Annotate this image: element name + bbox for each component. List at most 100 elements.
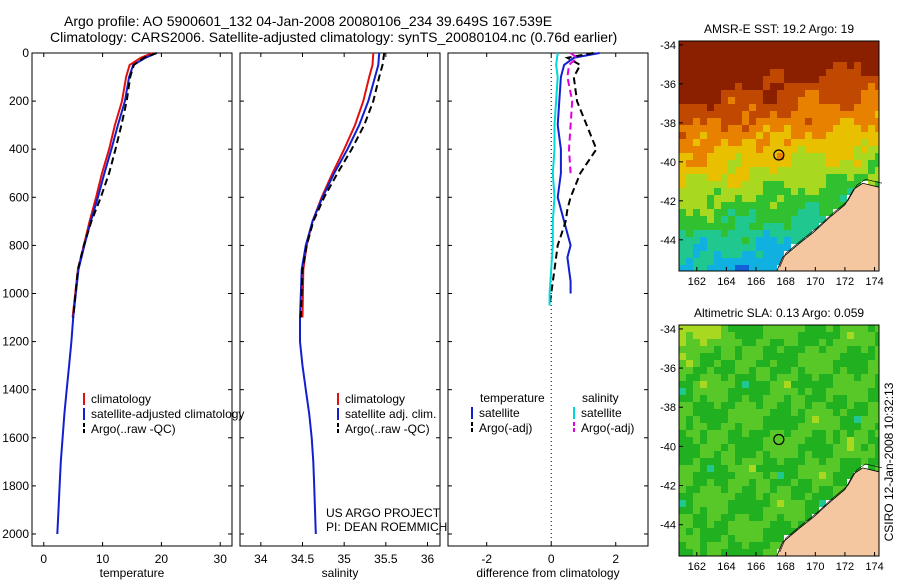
map-cell <box>833 402 840 409</box>
map-cell <box>714 209 721 216</box>
legend-entry: Argo(..raw -QC) <box>91 422 176 436</box>
map-cell <box>791 174 798 181</box>
map-cell <box>742 479 749 486</box>
map-cell <box>847 388 854 395</box>
map-cell <box>805 83 812 90</box>
map-cell <box>798 111 805 118</box>
map-cell <box>721 195 728 202</box>
map-cell <box>812 423 819 430</box>
map-cell <box>686 195 693 202</box>
map-cell <box>700 76 707 83</box>
map-cell <box>756 500 763 507</box>
map-cell <box>749 360 756 367</box>
map-cell <box>826 125 833 132</box>
map-cell <box>770 48 777 55</box>
map-cell <box>693 346 700 353</box>
map-cell <box>847 339 854 346</box>
map-cell <box>826 153 833 160</box>
map-cell <box>749 174 756 181</box>
map-cell <box>728 458 735 465</box>
map-cell <box>707 48 714 55</box>
map-cell <box>770 479 777 486</box>
map-cell <box>728 181 735 188</box>
map-cell <box>763 195 770 202</box>
map-cell <box>679 167 686 174</box>
map-cell <box>819 346 826 353</box>
x-axis-label: salinity <box>322 566 359 580</box>
map-cell <box>812 153 819 160</box>
map-cell <box>756 451 763 458</box>
map-cell <box>686 83 693 90</box>
map-cell <box>693 216 700 223</box>
map-cell <box>784 244 791 251</box>
map-cell <box>721 423 728 430</box>
map-cell <box>714 55 721 62</box>
map-cell <box>735 395 742 402</box>
map-x-tick-label: 164 <box>717 276 735 288</box>
credit-csiro: CSIRO 12-Jan-2008 10:32:13 <box>882 382 896 541</box>
map-cell <box>770 104 777 111</box>
map-cell <box>847 111 854 118</box>
map-cell <box>812 90 819 97</box>
map-cell <box>742 430 749 437</box>
map-cell <box>679 437 686 444</box>
legend-entry: satellite <box>479 406 520 420</box>
map-cell <box>819 381 826 388</box>
map-cell <box>707 237 714 244</box>
legend-entry: Argo(-adj) <box>479 421 532 435</box>
map-cell <box>714 188 721 195</box>
map-cell <box>812 367 819 374</box>
map-cell <box>763 332 770 339</box>
map-cell <box>700 146 707 153</box>
map-cell <box>798 188 805 195</box>
map-cell <box>826 90 833 97</box>
legend-heading: temperature <box>480 391 545 405</box>
map-cell <box>749 167 756 174</box>
map-cell <box>763 188 770 195</box>
map-cell <box>805 118 812 125</box>
map-cell <box>721 381 728 388</box>
map-cell <box>707 265 714 271</box>
map-cell <box>791 139 798 146</box>
map-cell <box>784 479 791 486</box>
map-cell <box>700 507 707 514</box>
map-cell <box>770 353 777 360</box>
map-cell <box>770 325 777 332</box>
map-cell <box>728 360 735 367</box>
map-cell <box>819 62 826 69</box>
map-cell <box>777 493 784 500</box>
map-cell <box>847 83 854 90</box>
map-cell <box>707 367 714 374</box>
map-cell <box>728 216 735 223</box>
y-tick-label: 0 <box>22 46 29 60</box>
map-cell <box>833 41 840 48</box>
map-cell <box>735 41 742 48</box>
map-cell <box>735 521 742 528</box>
map-cell <box>728 486 735 493</box>
map-cell <box>749 111 756 118</box>
map-cell <box>679 118 686 125</box>
map-cell <box>777 139 784 146</box>
map-cell <box>770 244 777 251</box>
map-cell <box>798 458 805 465</box>
map-cell <box>700 125 707 132</box>
map-cell <box>728 528 735 535</box>
map-cell <box>693 409 700 416</box>
map-cell <box>798 230 805 237</box>
map-cell <box>819 209 826 216</box>
map-cell <box>700 230 707 237</box>
map-cell <box>791 209 798 216</box>
map-cell <box>686 388 693 395</box>
map-cell <box>700 493 707 500</box>
map-cell <box>826 444 833 451</box>
map-cell <box>812 395 819 402</box>
map-cell <box>728 132 735 139</box>
map-cell <box>735 542 742 549</box>
map-cell <box>791 346 798 353</box>
map-cell <box>791 160 798 167</box>
map-cell <box>875 402 879 409</box>
map-cell <box>784 146 791 153</box>
map-cell <box>742 153 749 160</box>
map-cell <box>777 444 784 451</box>
map-cell <box>756 409 763 416</box>
